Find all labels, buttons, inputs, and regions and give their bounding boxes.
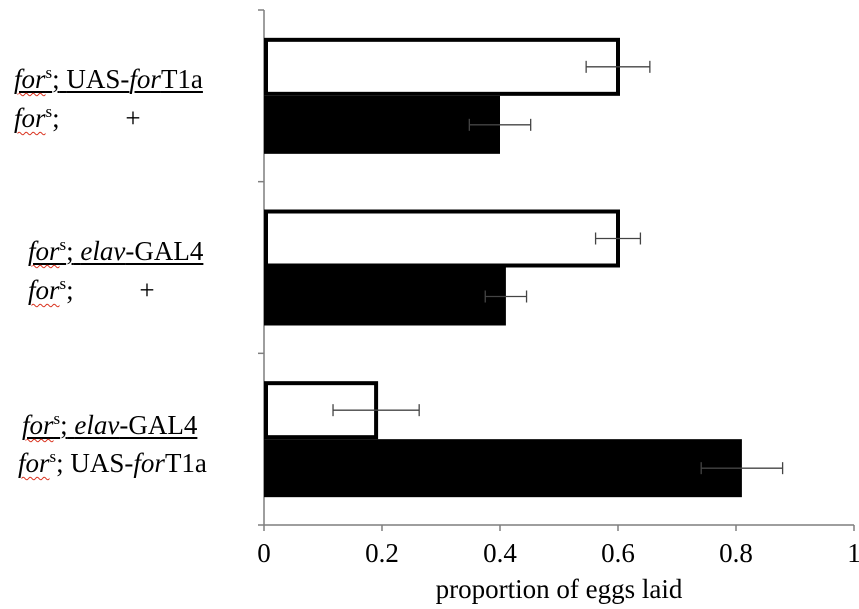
- bar-bottom-group-3: [264, 439, 742, 498]
- x-tick-label: 0.2: [365, 538, 399, 568]
- x-tick-label: 0.4: [483, 538, 517, 568]
- x-tick-label: 1: [847, 538, 859, 568]
- group-1-top-label: fors; UAS-forT1a: [14, 63, 203, 94]
- group-1-bottom-label: fors; +: [14, 102, 141, 133]
- group-2-top-label: fors; elav-GAL4: [28, 235, 204, 266]
- bar-bottom-group-1: [264, 95, 500, 154]
- group-2-bottom-label: fors; +: [28, 274, 155, 305]
- x-tick-label: 0.8: [719, 538, 753, 568]
- group-3-top-label: fors; elav-GAL4: [22, 409, 198, 440]
- x-axis-title: proportion of eggs laid: [435, 574, 683, 604]
- bar-bottom-group-2: [264, 267, 506, 326]
- bar-top-group-1: [264, 37, 620, 96]
- x-tick-label: 0: [257, 538, 271, 568]
- bar-top-group-2: [264, 209, 620, 268]
- x-tick-label: 0.6: [601, 538, 635, 568]
- group-3-bottom-label: fors; UAS-forT1a: [18, 447, 207, 478]
